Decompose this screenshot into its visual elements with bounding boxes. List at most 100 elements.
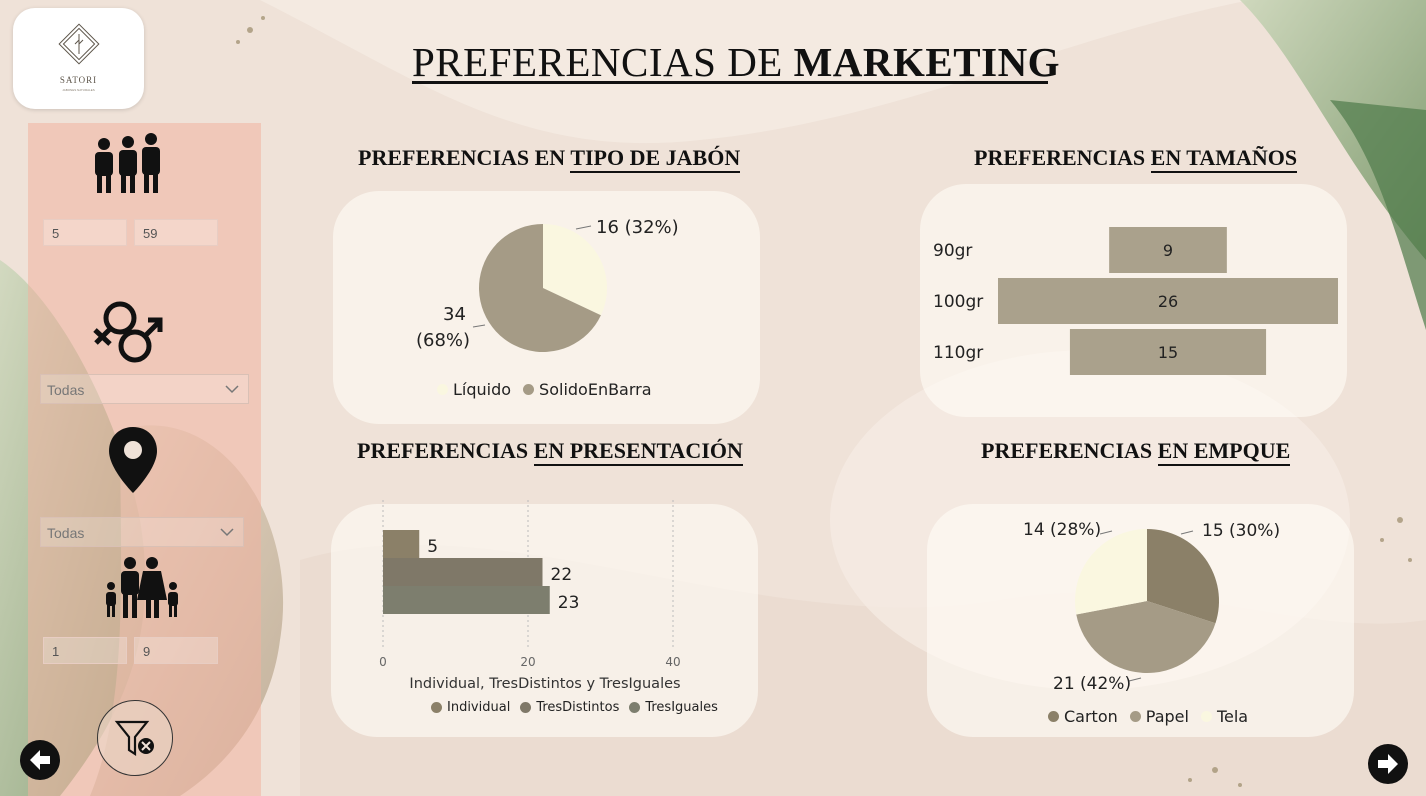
packaging-tela-label: 14 (28%) <box>1023 520 1101 540</box>
packaging-carton-label: 15 (30%) <box>1202 521 1280 541</box>
x-tick-label: 40 <box>665 655 680 669</box>
size-bar-110gr <box>1069 329 1267 375</box>
soap-type-title-plain: PREFERENCIAS EN <box>358 145 571 170</box>
packaging-title-plain: PREFERENCIAS <box>981 438 1158 463</box>
x-tick-label: 0 <box>379 655 387 669</box>
sizes-bar-chart: 9 90gr 26 100gr 15 110gr <box>933 227 1338 375</box>
location-dropdown-value: Todas <box>47 525 85 541</box>
next-button[interactable] <box>1368 744 1408 784</box>
logo-subtext: JABONES NATURALES <box>62 88 95 92</box>
logo-diamond-icon <box>58 23 100 65</box>
legend-label: Individual <box>447 700 511 715</box>
gender-dropdown[interactable]: Todas <box>40 374 249 404</box>
legend-item-individual: Individual <box>431 700 510 715</box>
size-category-label: 110gr <box>933 343 983 363</box>
size-category-label: 100gr <box>933 292 983 312</box>
soap-solido-label-pct: (68%) <box>416 330 470 351</box>
soap-type-title-underlined: TIPO DE JABÓN <box>570 145 741 173</box>
pie-slice-carton <box>1147 529 1219 624</box>
arrow-right-icon <box>1378 754 1398 774</box>
soap-type-title: PREFERENCIAS EN TIPO DE JABÓN <box>358 145 741 173</box>
presentation-title: PREFERENCIAS EN PRESENTACIÓN <box>357 438 743 466</box>
legend-label: Líquido <box>453 380 512 399</box>
presentation-title-underlined: EN PRESENTACIÓN <box>533 438 743 466</box>
age-min-field[interactable]: 5 <box>43 219 127 246</box>
legend-dot <box>1200 711 1212 722</box>
clear-filters-button[interactable] <box>97 700 173 776</box>
pie-slice-liquido <box>543 224 607 316</box>
age-max-field[interactable]: 59 <box>134 219 218 246</box>
presentation-bar-individual <box>383 530 420 558</box>
legend-item-carton: Carton <box>1048 707 1118 726</box>
legend-label: Carton <box>1064 707 1118 726</box>
packaging-pie-chart: 15 (30%) 14 (28%) 21 (42%) <box>1023 520 1280 694</box>
logo-text: SATORI <box>59 75 98 85</box>
legend-label: SolidoEnBarra <box>539 380 652 399</box>
presentation-title-plain: PREFERENCIAS <box>357 438 534 463</box>
presentation-legend: Individual TresDistintos TresIguales <box>431 700 718 715</box>
presentation-bar-chart: 0 20 40 5 22 23 Individual, TresDistintos y … <box>379 500 681 692</box>
legend-dot <box>431 702 442 713</box>
page-title-bold: MARKETING <box>793 39 1061 85</box>
sizes-title-plain: PREFERENCIAS <box>974 145 1151 170</box>
soap-type-pie-chart: 16 (32%) 34 (68%) <box>416 217 679 352</box>
pie-slice-papel <box>1076 601 1216 674</box>
page-title: PREFERENCIAS DE MARKETING <box>412 38 1060 85</box>
presentation-bar-tresiguales <box>383 586 550 614</box>
presentation-xlabel: Individual, TresDistintos y TresIguales <box>409 676 680 692</box>
family-max-field[interactable]: 9 <box>134 637 218 664</box>
size-bar-90gr <box>1109 227 1227 273</box>
packaging-title-underlined: EN EMPQUE <box>1157 438 1291 466</box>
soap-liquido-label: 16 (32%) <box>596 217 679 238</box>
size-bar-value: 26 <box>1158 292 1178 311</box>
map-pin-icon <box>109 427 157 493</box>
page-title-regular: PREFERENCIAS DE <box>412 39 794 85</box>
soap-solido-label-value: 34 <box>443 304 466 325</box>
presentation-bar-tresdistintos <box>383 558 543 586</box>
sizes-title: PREFERENCIAS EN TAMAÑOS <box>974 145 1298 173</box>
packaging-papel-label: 21 (42%) <box>1053 674 1131 694</box>
size-category-label: 90gr <box>933 241 972 261</box>
size-bar-value: 15 <box>1158 343 1178 362</box>
size-bar-100gr <box>998 278 1338 324</box>
back-button[interactable] <box>20 740 60 780</box>
legend-dot <box>1048 711 1059 722</box>
location-dropdown[interactable]: Todas <box>40 517 244 547</box>
chevron-down-icon <box>220 528 234 537</box>
legend-dot <box>1129 711 1141 722</box>
gender-symbol-icon <box>93 301 163 363</box>
soap-type-legend: Líquido SolidoEnBarra <box>437 380 652 399</box>
legend-item-tresdistintos: TresDistintos <box>520 700 619 715</box>
legend-item-tela: Tela <box>1200 707 1249 726</box>
legend-item-tresiguales: TresIguales <box>629 700 718 715</box>
pie-slice-solidoenbarra <box>479 224 601 352</box>
packaging-title: PREFERENCIAS EN EMPQUE <box>981 438 1291 466</box>
family-icon <box>106 557 178 618</box>
brand-logo: SATORI JABONES NATURALES <box>13 8 144 109</box>
legend-label: TresIguales <box>645 700 718 715</box>
chevron-down-icon <box>225 385 239 394</box>
gender-dropdown-value: Todas <box>47 382 85 398</box>
packaging-legend: Carton Papel Tela <box>1048 707 1248 726</box>
legend-label: TresDistintos <box>536 700 620 715</box>
presentation-bar-value: 5 <box>427 537 438 557</box>
legend-item-solido: SolidoEnBarra <box>523 380 652 399</box>
filter-clear-icon <box>114 720 154 757</box>
presentation-bar-value: 22 <box>551 565 573 585</box>
people-group-icon <box>95 133 160 193</box>
arrow-left-icon <box>30 750 50 770</box>
legend-item-papel: Papel <box>1129 707 1189 726</box>
legend-dot <box>437 384 448 395</box>
legend-item-liquido: Líquido <box>437 380 511 399</box>
size-bar-value: 9 <box>1163 241 1173 260</box>
legend-dot <box>520 702 532 713</box>
presentation-bar-value: 23 <box>558 593 580 613</box>
legend-dot <box>629 702 641 713</box>
family-min-field[interactable]: 1 <box>43 637 127 664</box>
legend-label: Tela <box>1216 707 1249 726</box>
pie-slice-tela <box>1075 529 1147 615</box>
x-tick-label: 20 <box>520 655 535 669</box>
legend-dot <box>523 384 535 395</box>
legend-label: Papel <box>1145 707 1189 726</box>
sizes-title-underlined: EN TAMAÑOS <box>1150 145 1298 173</box>
